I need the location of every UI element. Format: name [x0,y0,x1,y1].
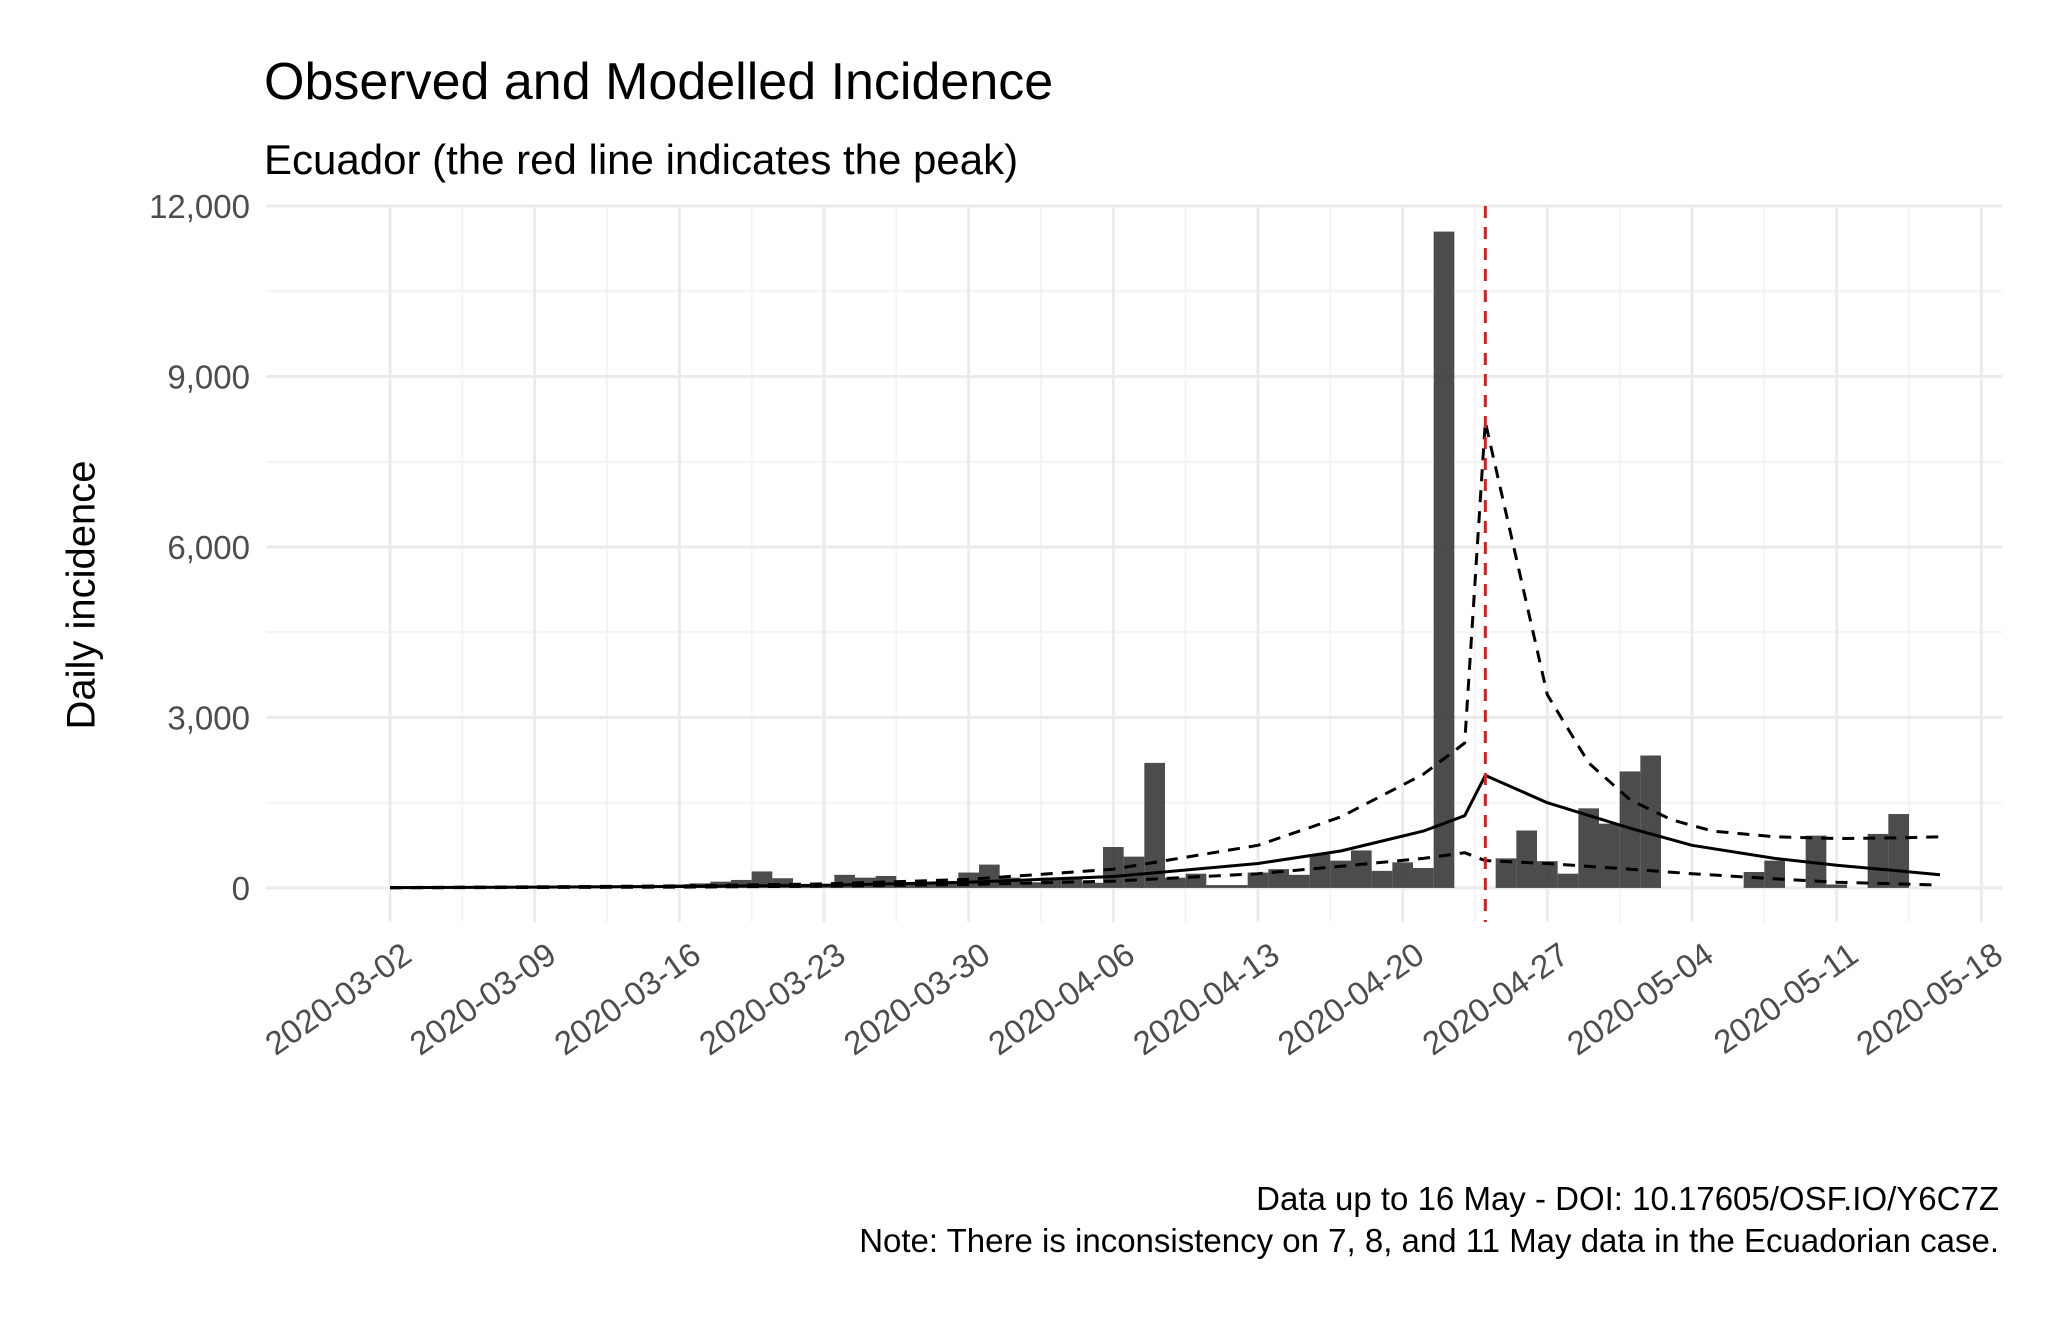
bar-observed [1082,882,1103,888]
bar-observed [1888,814,1909,888]
chart-title: Observed and Modelled Incidence [264,53,1054,111]
bar-observed [1165,877,1186,888]
y-tick-labels: 0 3,000 6,000 9,000 12,000 [149,188,250,907]
grid-minor [266,206,2002,922]
y-tick-label: 12,000 [149,188,250,225]
bar-observed [1392,862,1413,888]
bar-observed [875,875,897,888]
line-lower-bound [389,851,1941,890]
bar-observed [1867,833,1889,888]
bar-observed [1289,874,1310,888]
chart-subtitle: Ecuador (the red line indicates the peak… [264,136,1019,183]
x-tick-label: 2020-05-11 [1707,935,1864,1061]
y-tick-label: 6,000 [167,529,250,566]
bar-observed [1020,882,1041,888]
bar-observed [1578,808,1599,888]
bar-observed [1330,860,1351,888]
bar-observed [1227,885,1248,888]
bar-observed [1371,870,1393,888]
bar-observed [1537,861,1558,888]
x-tick-label: 2020-05-04 [1560,935,1720,1062]
x-tick-label: 2020-03-09 [403,935,563,1062]
bar-observed [1123,856,1145,888]
bar-observed [1206,885,1227,888]
bar-observed [1826,884,1847,888]
x-tick-label: 2020-04-06 [982,935,1142,1062]
bar-observed [772,878,793,888]
bar-observed [1557,873,1579,888]
y-tick-label: 3,000 [167,699,250,736]
bar-observed [1516,830,1537,888]
bar-observed [1743,871,1765,888]
x-tick-label: 2020-03-23 [692,935,852,1062]
bar-observed [855,877,876,888]
line-upper-bound [389,420,1941,890]
bar-observed [1764,860,1785,888]
chart-caption: Data up to 16 May - DOI: 10.17605/OSF.IO… [859,1178,1999,1262]
bar-observed [731,879,752,888]
model-lines [389,420,1941,890]
x-tick-label: 2020-03-16 [548,935,708,1062]
bar-observed [937,882,959,888]
x-tick-label: 2020-04-27 [1416,935,1576,1062]
bar-observed [1247,872,1269,888]
bar-observed [1495,858,1517,888]
grid-major [266,204,2002,922]
x-tick-label: 2020-05-18 [1850,935,2010,1062]
bar-observed [1268,869,1289,888]
bar-observed [1309,854,1331,888]
bar-observed [1640,755,1661,888]
bar-observed [1599,823,1620,888]
bar-observed [1433,231,1455,888]
bar-observed [1351,850,1372,888]
bar-observed [1413,868,1434,888]
bar-observed [1144,762,1165,888]
x-tick-labels: 2020-03-022020-03-092020-03-162020-03-23… [258,935,2009,1062]
y-tick-label: 0 [232,870,250,907]
x-tick-label: 2020-03-30 [837,935,997,1062]
y-tick-label: 9,000 [167,358,250,395]
bar-observed [917,883,938,888]
caption-line-source: Data up to 16 May - DOI: 10.17605/OSF.IO… [1256,1180,1999,1217]
x-tick-label: 2020-03-02 [258,935,418,1062]
caption-line-note: Note: There is inconsistency on 7, 8, an… [859,1222,1999,1259]
x-tick-label: 2020-04-13 [1126,935,1286,1062]
bar-observed [896,882,917,888]
x-tick-label: 2020-04-20 [1271,935,1431,1062]
